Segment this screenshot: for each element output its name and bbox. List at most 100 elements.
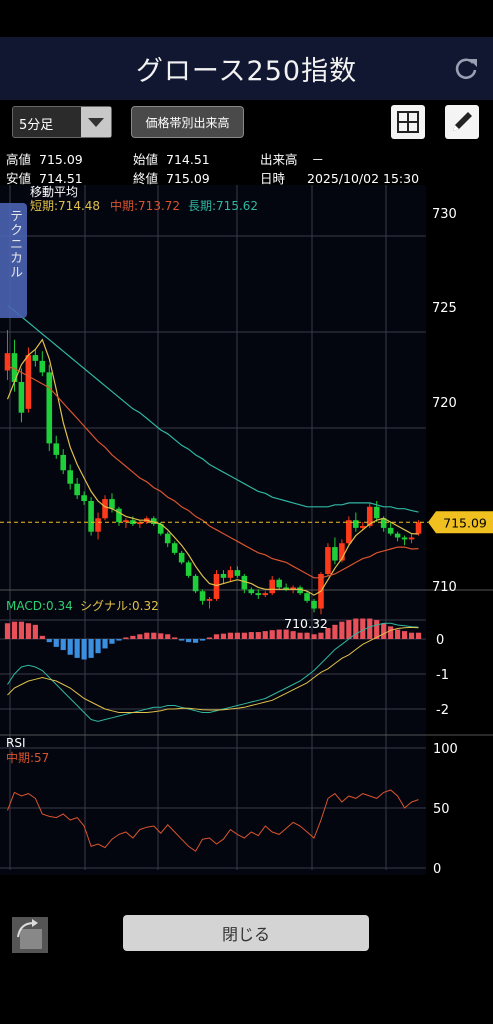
macd-histogram-bar bbox=[4, 623, 11, 639]
macd-histogram-bar bbox=[241, 632, 247, 639]
macd-histogram-bar bbox=[213, 634, 220, 639]
macd-histogram-bar bbox=[374, 620, 380, 639]
low-label: 安値 bbox=[6, 171, 32, 186]
macd-histogram-bar bbox=[18, 621, 25, 639]
close-button[interactable]: 閉じる bbox=[123, 915, 369, 951]
price-tick-label: 720 bbox=[432, 396, 457, 411]
macd-histogram-bar bbox=[353, 618, 359, 639]
macd-histogram-bar bbox=[102, 639, 108, 649]
candle-body bbox=[297, 587, 303, 594]
macd-histogram-bar bbox=[395, 629, 401, 639]
candle-body bbox=[185, 562, 192, 576]
time-info: 日時 2025/10/02 15:30 bbox=[260, 168, 419, 187]
price-tick-label: 710 bbox=[432, 580, 457, 595]
page-title: グロース250指数 bbox=[135, 56, 358, 87]
macd-histogram-bar bbox=[227, 632, 234, 639]
macd-histogram-bar bbox=[11, 621, 18, 639]
price-tick-label: 725 bbox=[432, 301, 457, 316]
macd-histogram-bar bbox=[88, 639, 94, 658]
volume-by-price-button[interactable]: 価格帯別出来高 bbox=[131, 106, 244, 138]
candle-body bbox=[234, 570, 241, 576]
interval-select[interactable]: 5分足 bbox=[12, 106, 112, 138]
low-value: 714.51 bbox=[39, 171, 83, 186]
candle-body bbox=[178, 552, 185, 563]
candle-body bbox=[46, 372, 53, 444]
layout-button[interactable] bbox=[391, 105, 425, 139]
candle-body bbox=[60, 454, 67, 471]
candle-body bbox=[81, 495, 87, 501]
candle-body bbox=[332, 547, 338, 561]
macd-histogram-bar bbox=[290, 631, 296, 639]
current-price-tag bbox=[428, 511, 493, 534]
candle-body bbox=[227, 570, 234, 578]
candle-body bbox=[359, 525, 366, 528]
macd-histogram-bar bbox=[74, 639, 80, 658]
macd-histogram-bar bbox=[255, 632, 261, 639]
macd-histogram-bar bbox=[339, 621, 345, 639]
candle-body bbox=[25, 355, 32, 409]
macd-tick-label: -1 bbox=[436, 668, 449, 683]
candle-body bbox=[150, 518, 157, 525]
candle-body bbox=[171, 543, 178, 553]
close-label: 終値 bbox=[133, 171, 159, 186]
rotate-button[interactable] bbox=[12, 917, 48, 953]
macd-histogram-bar bbox=[116, 639, 122, 641]
ma-line-中期 bbox=[7, 366, 419, 579]
macd-histogram-bar bbox=[346, 620, 352, 639]
macd-histogram-bar bbox=[332, 624, 338, 639]
macd-histogram-bar bbox=[297, 632, 303, 639]
rsi-mid-label: 中期:57 bbox=[6, 750, 49, 765]
candle-body bbox=[109, 499, 115, 509]
candle-body bbox=[346, 520, 352, 544]
macd-histogram-bar bbox=[172, 637, 178, 639]
macd-histogram-bar bbox=[206, 637, 213, 639]
candle-body bbox=[241, 575, 248, 590]
ma-line-短期 bbox=[6, 338, 419, 596]
candle-body bbox=[32, 355, 39, 361]
candle-body bbox=[74, 483, 80, 496]
candle-body bbox=[269, 579, 276, 594]
macd-histogram-bar bbox=[130, 635, 136, 639]
low-info: 安値 714.51 bbox=[6, 168, 83, 187]
volume-info: 出来高 － bbox=[260, 149, 324, 168]
draw-button[interactable] bbox=[445, 105, 479, 139]
candle-body bbox=[353, 520, 359, 528]
macd-histogram-bar bbox=[39, 635, 45, 639]
macd-histogram-bar bbox=[186, 639, 192, 643]
candle-body bbox=[11, 353, 18, 382]
macd-histogram-bar bbox=[262, 631, 268, 639]
refresh-icon[interactable] bbox=[453, 55, 479, 81]
open-info: 始値 714.51 bbox=[133, 149, 210, 168]
interval-value: 5分足 bbox=[19, 118, 54, 133]
macd-histogram-bar bbox=[137, 634, 143, 639]
candle-body bbox=[206, 598, 213, 601]
candle-body bbox=[325, 547, 331, 574]
macd-histogram-bar bbox=[32, 624, 38, 639]
macd-tick-label: -2 bbox=[436, 703, 449, 718]
rsi-line bbox=[7, 789, 419, 852]
ma-short-label: 短期:714.48 bbox=[30, 199, 100, 213]
macd-histogram-bar bbox=[220, 633, 227, 639]
candle-body bbox=[102, 499, 108, 519]
macd-histogram-bar bbox=[81, 639, 87, 660]
rsi-tick-label: 50 bbox=[433, 802, 450, 817]
technical-tab[interactable]: テクニカル bbox=[0, 203, 27, 318]
candle-body bbox=[255, 593, 262, 596]
macd-histogram-bar bbox=[95, 639, 101, 654]
macd-histogram-bar bbox=[388, 626, 394, 639]
candle-body bbox=[373, 506, 380, 519]
close-info: 終値 715.09 bbox=[133, 168, 210, 187]
candle-body bbox=[137, 522, 143, 525]
macd-histogram-bar bbox=[276, 629, 282, 639]
price-tick-label: 730 bbox=[432, 207, 457, 222]
candle-body bbox=[4, 353, 11, 371]
candle-body bbox=[408, 537, 415, 540]
candle-body bbox=[164, 533, 171, 544]
candle-body bbox=[394, 533, 401, 538]
high-label: 高値 bbox=[6, 152, 32, 167]
time-label: 日時 bbox=[260, 171, 286, 186]
rsi-tick-label: 100 bbox=[433, 742, 458, 757]
open-value: 714.51 bbox=[166, 152, 210, 167]
candle-body bbox=[67, 470, 73, 484]
